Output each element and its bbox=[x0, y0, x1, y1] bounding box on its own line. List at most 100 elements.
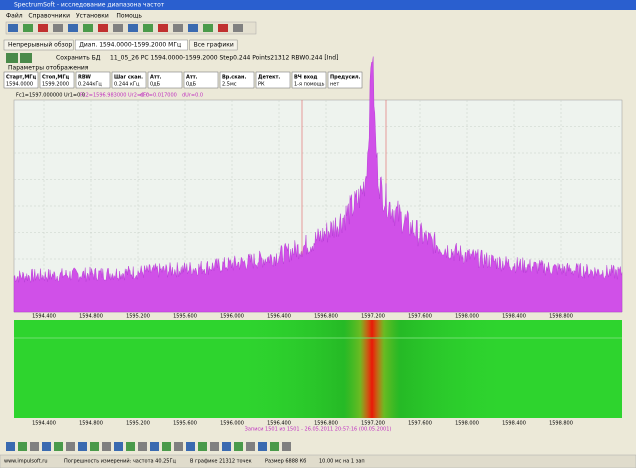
tool-button[interactable] bbox=[38, 24, 48, 32]
tool-button[interactable] bbox=[42, 442, 51, 451]
param-value: 0.244кГц bbox=[78, 82, 102, 88]
tool-button[interactable] bbox=[18, 442, 27, 451]
tool-button[interactable] bbox=[54, 442, 63, 451]
param-value: 2.5мс bbox=[222, 82, 237, 88]
tool-button[interactable] bbox=[78, 442, 87, 451]
window-title: SpectrumSoft - исследование диапазона ча… bbox=[14, 2, 165, 9]
tool-button[interactable] bbox=[210, 442, 219, 451]
tool-button[interactable] bbox=[30, 442, 39, 451]
tool-button[interactable] bbox=[158, 24, 168, 32]
freq-label: 1598.800 bbox=[549, 314, 573, 320]
freq-label: 1598.400 bbox=[502, 421, 526, 427]
tool-button[interactable] bbox=[218, 24, 228, 32]
freq-label: 1595.600 bbox=[173, 314, 197, 320]
icon bbox=[6, 53, 18, 63]
param-label: Старт,МГц bbox=[6, 75, 36, 81]
tool-button[interactable] bbox=[233, 24, 243, 32]
tool-button[interactable] bbox=[98, 24, 108, 32]
freq-label: 1594.400 bbox=[32, 421, 56, 427]
icon bbox=[20, 53, 32, 63]
tool-button[interactable] bbox=[128, 24, 138, 32]
tool-button[interactable] bbox=[113, 24, 123, 32]
param-label: Атт. bbox=[186, 75, 198, 81]
waterfall-peak bbox=[360, 320, 384, 418]
param-value: нет bbox=[330, 82, 339, 88]
tool-button[interactable] bbox=[8, 24, 18, 32]
freq-label: 1596.000 bbox=[220, 421, 244, 427]
tool-button[interactable] bbox=[282, 442, 291, 451]
menu-item[interactable]: Помощь bbox=[116, 13, 142, 20]
param-label: Предусил. bbox=[330, 75, 361, 81]
tool-button[interactable] bbox=[150, 442, 159, 451]
tool-button[interactable] bbox=[143, 24, 153, 32]
marker-info: Fc1=1597.000000 Ur1=0.0 bbox=[16, 93, 85, 99]
tool-button[interactable] bbox=[102, 442, 111, 451]
tab-label: Непрерывный обзор bbox=[8, 42, 72, 49]
freq-label: 1598.000 bbox=[455, 421, 479, 427]
save-button[interactable]: Сохранить БД bbox=[56, 55, 101, 62]
file-name: 11_05_26 PC 1594.0000-1599.2000 Step0.24… bbox=[110, 55, 338, 62]
waterfall-caption: Записи 1501 из 1501 - 26.05.2011 20:57:1… bbox=[245, 427, 392, 433]
tool-button[interactable] bbox=[198, 442, 207, 451]
tool-button[interactable] bbox=[258, 442, 267, 451]
tool-button[interactable] bbox=[53, 24, 63, 32]
freq-label: 1597.600 bbox=[408, 314, 432, 320]
freq-label: 1595.200 bbox=[126, 314, 150, 320]
freq-label: 1596.800 bbox=[314, 314, 338, 320]
param-value: 1599.2000 bbox=[42, 82, 69, 88]
section-title: Параметры отображения bbox=[8, 65, 89, 72]
tool-button[interactable] bbox=[173, 24, 183, 32]
param-value: 0.244 кГц bbox=[114, 82, 140, 88]
freq-label: 1596.000 bbox=[220, 314, 244, 320]
status-text: В графике 21312 точек bbox=[190, 459, 252, 465]
tool-button[interactable] bbox=[66, 442, 75, 451]
freq-label: 1597.600 bbox=[408, 421, 432, 427]
param-value: РК bbox=[258, 82, 265, 88]
tool-button[interactable] bbox=[246, 442, 255, 451]
freq-label: 1597.200 bbox=[361, 314, 385, 320]
tool-button[interactable] bbox=[174, 442, 183, 451]
freq-label: 1595.600 bbox=[173, 421, 197, 427]
tool-button[interactable] bbox=[126, 442, 135, 451]
tab-label: Все графики bbox=[194, 42, 234, 49]
param-label: Шаг скан. bbox=[114, 75, 143, 81]
tool-button[interactable] bbox=[138, 442, 147, 451]
tab-label: Диап. 1594.0000-1599.2000 МГц bbox=[79, 42, 181, 49]
param-value: 1-я помощь bbox=[294, 82, 324, 88]
param-value: 0дБ bbox=[150, 82, 161, 88]
menu-item[interactable]: Справочники bbox=[28, 13, 70, 20]
freq-label: 1596.400 bbox=[267, 314, 291, 320]
tool-button[interactable] bbox=[188, 24, 198, 32]
freq-label: 1594.800 bbox=[79, 421, 103, 427]
freq-label: 1594.400 bbox=[32, 314, 56, 320]
tool-button[interactable] bbox=[23, 24, 33, 32]
tool-button[interactable] bbox=[83, 24, 93, 32]
param-label: Вр.скан. bbox=[222, 75, 246, 81]
tool-button[interactable] bbox=[222, 442, 231, 451]
screen: SpectrumSoft - исследование диапазона ча… bbox=[0, 0, 636, 468]
param-value: 0дБ bbox=[186, 82, 197, 88]
tool-button[interactable] bbox=[114, 442, 123, 451]
tool-button[interactable] bbox=[68, 24, 78, 32]
tool-button[interactable] bbox=[90, 442, 99, 451]
param-label: Стоп,МГц bbox=[42, 75, 70, 81]
param-label: ВЧ вход bbox=[294, 75, 317, 81]
status-text: Размер 6888 Кб bbox=[265, 459, 306, 465]
param-label: RBW bbox=[78, 75, 91, 81]
menu-item[interactable]: Установки bbox=[76, 13, 109, 20]
tool-button[interactable] bbox=[186, 442, 195, 451]
tool-button[interactable] bbox=[270, 442, 279, 451]
status-text: Погрешность измерений: частота 40.25Гц bbox=[64, 458, 177, 465]
tool-button[interactable] bbox=[162, 442, 171, 451]
tool-button[interactable] bbox=[234, 442, 243, 451]
status-text: www.impulsoft.ru bbox=[4, 459, 48, 465]
status-text: 10.00 мс на 1 зап bbox=[319, 459, 365, 465]
tool-button[interactable] bbox=[203, 24, 213, 32]
freq-label: 1594.800 bbox=[79, 314, 103, 320]
menu-item[interactable]: Файл bbox=[6, 13, 23, 20]
freq-label: 1598.400 bbox=[502, 314, 526, 320]
marker-info: dUr=0.0 bbox=[182, 93, 203, 99]
tool-button[interactable] bbox=[6, 442, 15, 451]
marker-info: Fc2=1596.983000 Ur2=0.0 bbox=[80, 93, 149, 99]
param-label: Детект. bbox=[258, 75, 280, 81]
